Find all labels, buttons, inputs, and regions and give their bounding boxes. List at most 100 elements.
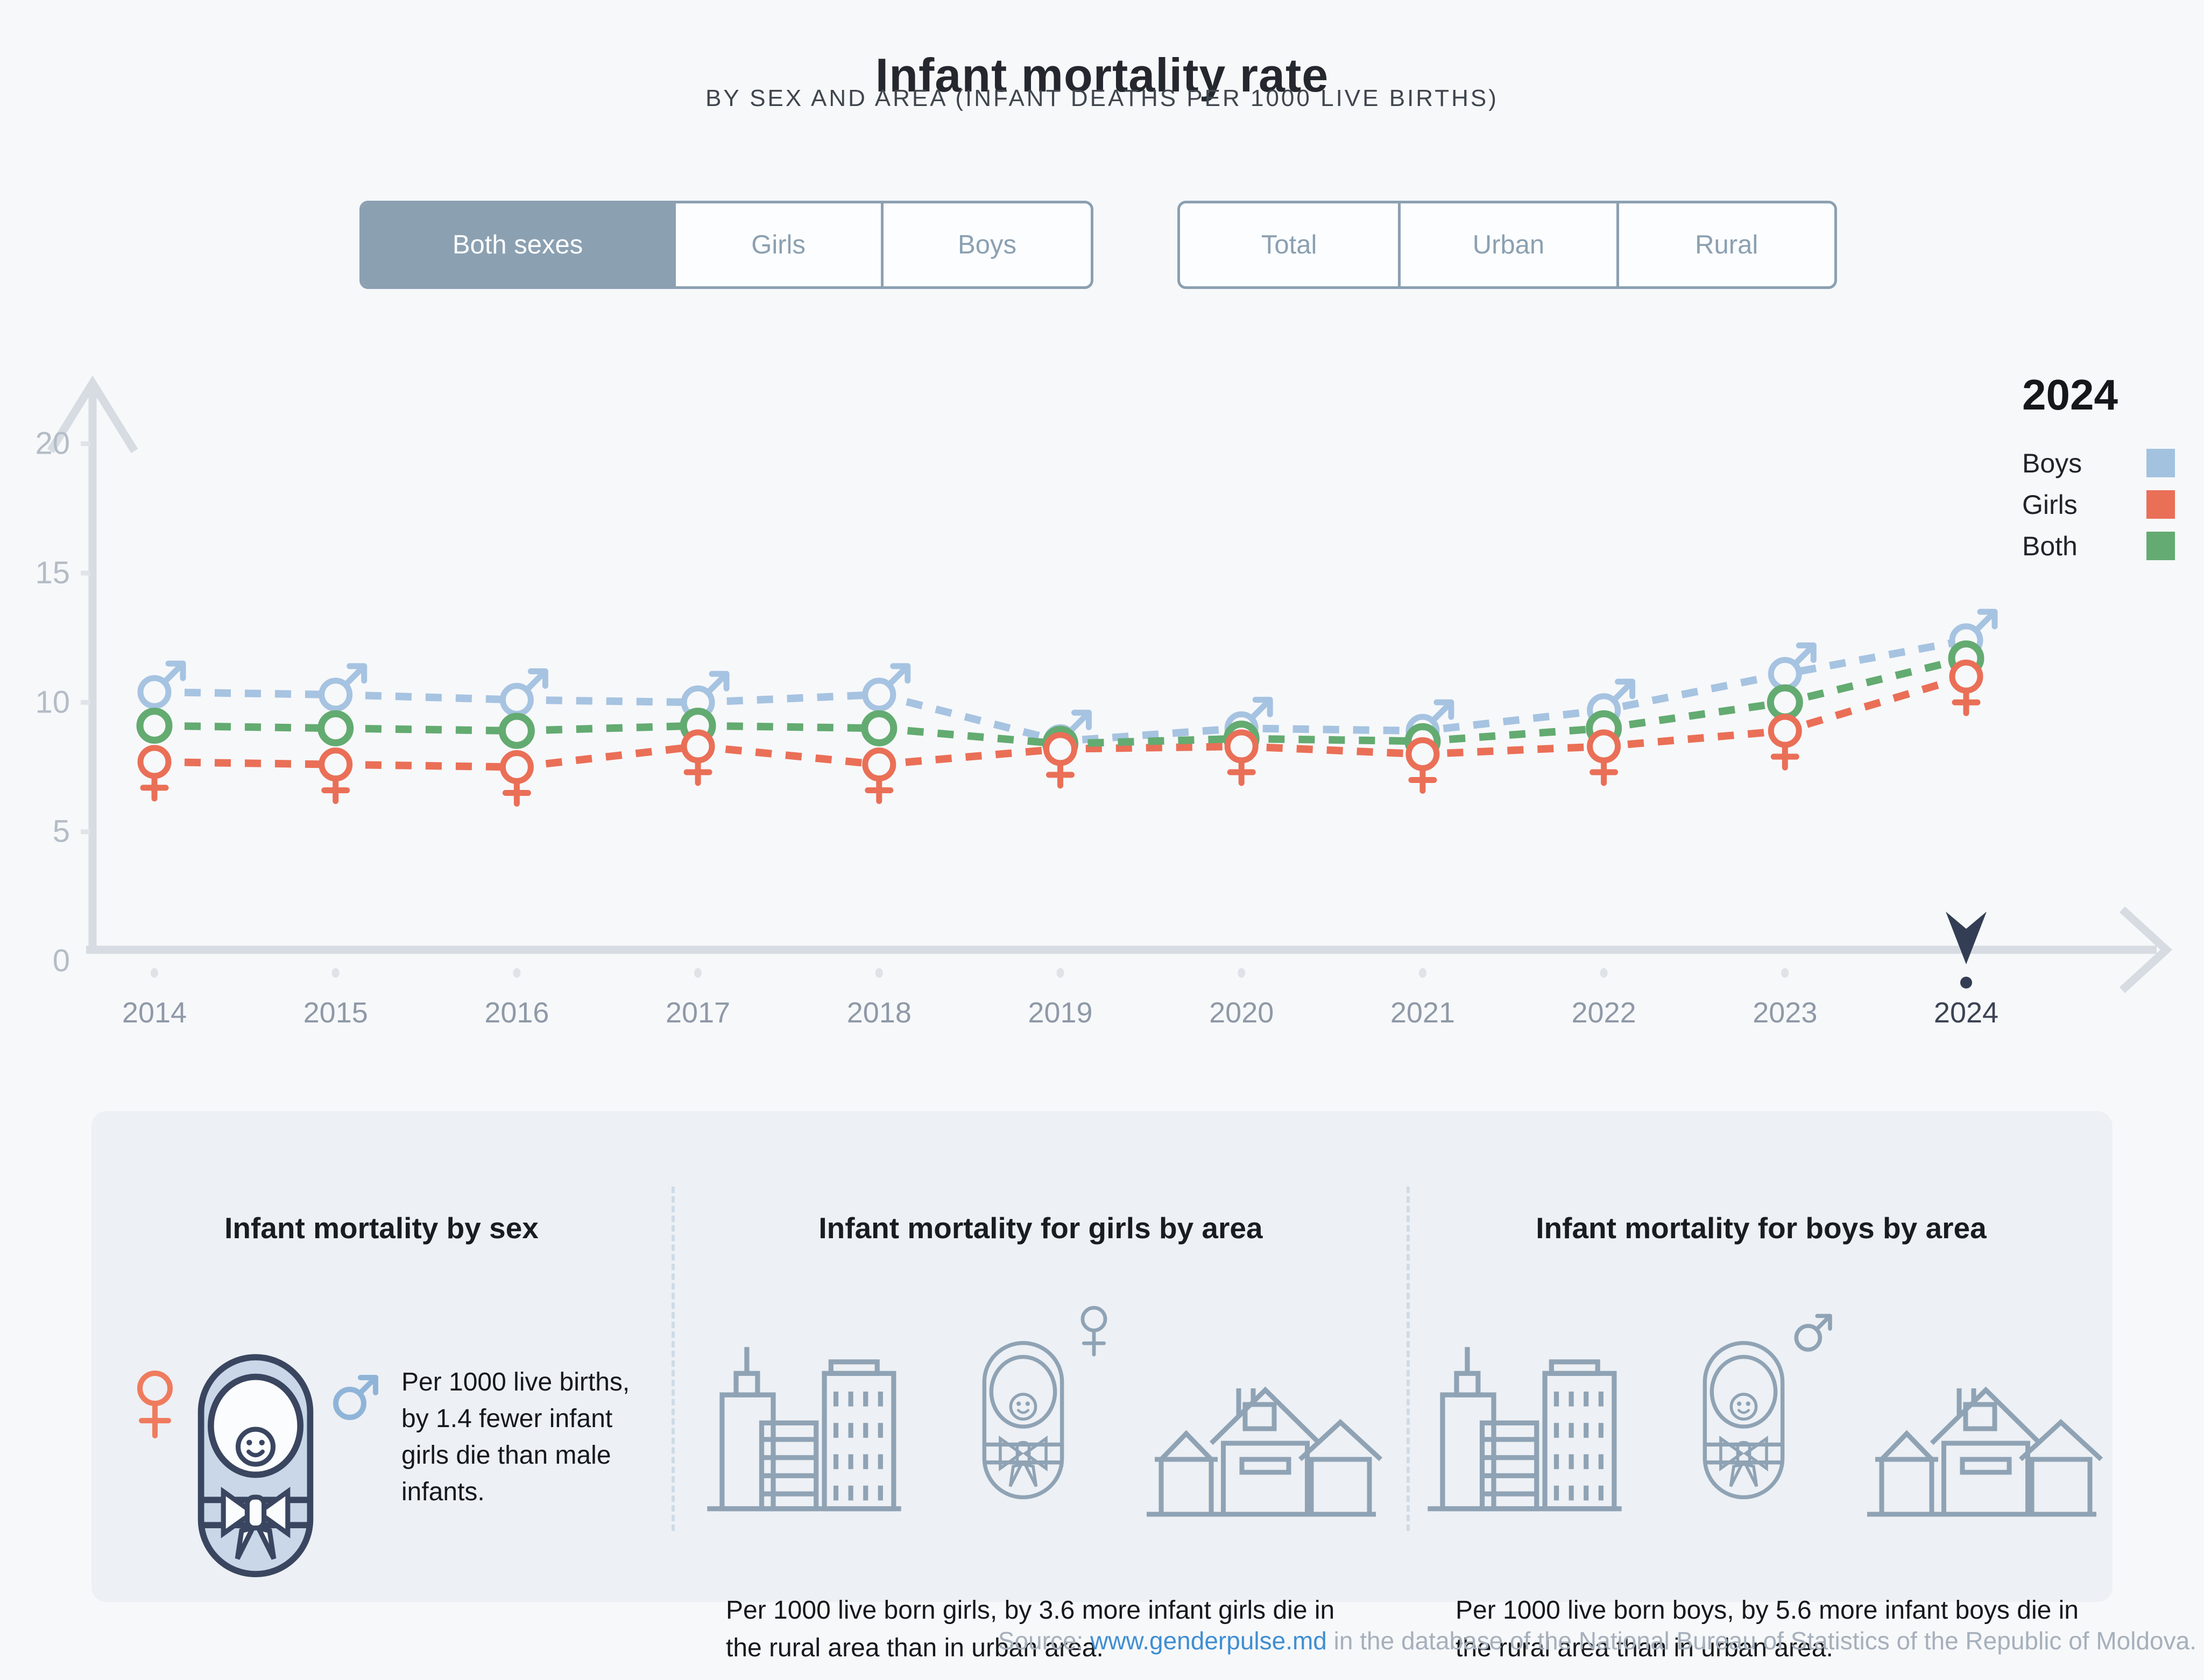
- baby-by-sex-illustration: [129, 1316, 382, 1617]
- area-filter-option-rural[interactable]: Rural: [1616, 203, 1834, 286]
- card-boys-by-area: Infant mortality for boys by area: [1410, 1111, 2113, 1662]
- baby-boy-illustration: [1694, 1294, 1834, 1547]
- data-point-boys: [137, 660, 186, 709]
- year-slider-handle[interactable]: [1946, 912, 1987, 964]
- x-axis-year-label[interactable]: 2014: [122, 997, 187, 1029]
- card-title: Infant mortality for girls by area: [818, 1211, 1263, 1245]
- sex-filter-option-boys[interactable]: Boys: [881, 203, 1091, 286]
- x-axis-year-label[interactable]: 2017: [666, 997, 730, 1029]
- swaddled-baby-outline-icon: [982, 1341, 1064, 1500]
- x-axis-arrow: [2119, 906, 2173, 993]
- legend-label: Girls: [2022, 489, 2078, 520]
- data-point-both: [498, 712, 535, 749]
- y-axis-arrow: [47, 375, 138, 453]
- y-tick-label: 10: [35, 684, 70, 719]
- card-divider: [672, 1187, 675, 1531]
- year-slider-dot: [1960, 977, 1972, 989]
- data-point-girls: [1405, 737, 1440, 794]
- legend-swatch: [2146, 532, 2175, 560]
- x-axis-year-label[interactable]: 2023: [1753, 997, 1817, 1029]
- year-tick-dot[interactable]: [1600, 968, 1608, 978]
- y-tick-label: 0: [53, 943, 70, 978]
- source-prefix: Source:: [998, 1627, 1091, 1655]
- legend-item-girls: Girls: [2022, 484, 2175, 525]
- data-point-both: [861, 710, 898, 746]
- x-axis-year-label[interactable]: 2019: [1028, 997, 1092, 1029]
- card-divider: [1407, 1187, 1410, 1531]
- year-tick-dot[interactable]: [694, 968, 702, 978]
- info-cards: Infant mortality by sex: [91, 1111, 2113, 1662]
- data-point-girls: [319, 747, 353, 804]
- card-text: Per 1000 live births, by 1.4 fewer infan…: [401, 1368, 630, 1506]
- data-point-girls: [862, 747, 896, 804]
- card-text: Per 1000 live born girls, by 3.6 more in…: [726, 1596, 1335, 1662]
- area-filter-group: Total Urban Rural: [1177, 201, 1837, 289]
- source-suffix: in the database of the National Bureau o…: [1326, 1627, 2196, 1655]
- swaddled-baby-icon: [197, 1354, 314, 1578]
- year-tick-dot[interactable]: [331, 968, 340, 978]
- x-axis-year-label[interactable]: 2021: [1390, 997, 1455, 1029]
- data-point-both: [1767, 684, 1803, 721]
- year-tick-dot[interactable]: [513, 968, 521, 978]
- sex-filter-option-girls[interactable]: Girls: [673, 203, 881, 286]
- data-point-girls: [681, 729, 715, 786]
- data-point-girls: [1043, 732, 1077, 789]
- baby-girl-illustration: [973, 1294, 1113, 1547]
- source-link[interactable]: www.genderpulse.md: [1090, 1627, 1327, 1655]
- card-title: Infant mortality for boys by area: [1536, 1211, 1987, 1245]
- city-buildings-icon: [1428, 1347, 1622, 1512]
- year-tick-dot[interactable]: [1418, 968, 1426, 978]
- legend-swatch: [2146, 490, 2175, 519]
- card-text: Per 1000 live born boys, by 5.6 more inf…: [1456, 1596, 2079, 1662]
- data-point-boys: [499, 668, 548, 717]
- data-point-boys: [319, 663, 368, 712]
- data-point-girls: [1768, 714, 1802, 771]
- data-point-girls: [1587, 729, 1621, 786]
- area-filter-option-urban[interactable]: Urban: [1398, 203, 1616, 286]
- sex-filter-group: Both sexes Girls Boys: [359, 201, 1093, 289]
- chart-legend: 2024 Boys Girls Both: [2022, 370, 2175, 567]
- year-tick-dot[interactable]: [151, 968, 158, 978]
- y-tick-label: 5: [53, 814, 70, 849]
- area-filter-option-total[interactable]: Total: [1180, 203, 1398, 286]
- x-axis-year-label[interactable]: 2015: [303, 997, 368, 1029]
- x-axis-year-label[interactable]: 2020: [1209, 997, 1274, 1029]
- x-axis-year-label[interactable]: 2022: [1572, 997, 1636, 1029]
- legend-item-boys: Boys: [2022, 442, 2175, 484]
- male-icon: [1794, 1314, 1832, 1352]
- data-point-both: [317, 710, 354, 746]
- data-point-both: [136, 708, 173, 744]
- year-tick-dot[interactable]: [1781, 968, 1789, 978]
- sex-filter-option-both-sexes[interactable]: Both sexes: [362, 203, 674, 286]
- swaddled-baby-outline-icon: [1703, 1341, 1785, 1500]
- x-axis-year-label[interactable]: 2018: [847, 997, 912, 1029]
- year-tick-dot[interactable]: [1238, 968, 1246, 978]
- city-buildings-icon: [707, 1347, 901, 1512]
- y-tick-label: 15: [35, 555, 70, 590]
- legend-label: Boys: [2022, 448, 2082, 478]
- male-icon: [333, 1375, 378, 1420]
- female-icon: [1080, 1305, 1107, 1357]
- legend-item-both: Both: [2022, 525, 2175, 567]
- card-title: Infant mortality by sex: [224, 1211, 539, 1245]
- legend-year: 2024: [2022, 371, 2118, 419]
- card-mortality-by-sex: Infant mortality by sex: [91, 1111, 672, 1602]
- data-point-girls: [137, 745, 172, 802]
- rural-houses-icon: [1867, 1386, 2103, 1517]
- year-tick-dot[interactable]: [875, 968, 883, 978]
- x-axis-year-label[interactable]: 2024: [1934, 997, 1998, 1029]
- page-title: Infant mortality rate: [875, 48, 1329, 102]
- x-axis-year-label[interactable]: 2016: [484, 997, 549, 1029]
- legend-swatch: [2146, 449, 2175, 477]
- card-girls-by-area: Infant mortality for girls by area: [675, 1111, 1407, 1662]
- data-point-girls: [1224, 729, 1259, 786]
- data-point-girls: [499, 750, 534, 807]
- y-tick-label: 20: [35, 426, 70, 461]
- data-point-boys: [862, 663, 911, 712]
- legend-label: Both: [2022, 531, 2078, 561]
- page-subtitle: BY SEX AND AREA (INFANT DEATHS PER 1000 …: [705, 85, 1499, 111]
- female-icon: [137, 1371, 173, 1438]
- source-line: Source: www.genderpulse.md in the databa…: [998, 1626, 2196, 1655]
- year-tick-dot[interactable]: [1056, 968, 1064, 978]
